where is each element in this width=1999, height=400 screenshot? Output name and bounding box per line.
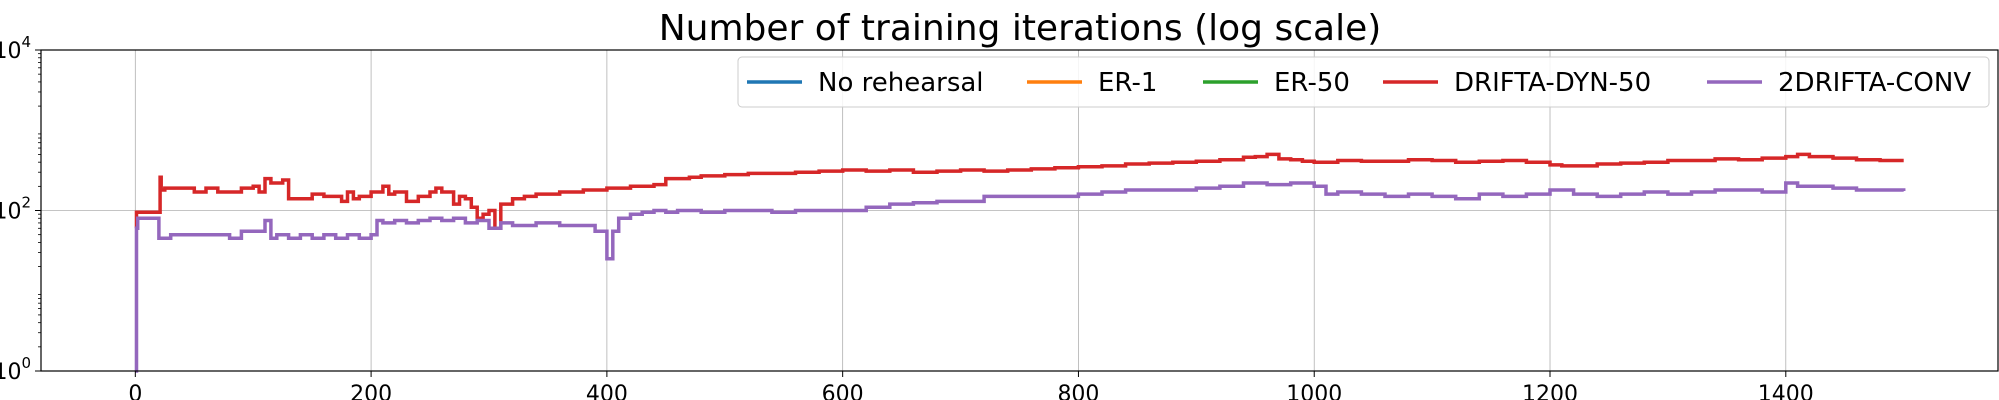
y-tick-label-exponent: 4	[21, 33, 31, 51]
x-tick-label: 400	[586, 382, 628, 400]
legend: No rehearsal ER-1 ER-50 DRIFTA-DYN-50 2DRIFT…	[737, 56, 1990, 108]
chart-title: Number of training iterations (log scale…	[659, 8, 1382, 49]
y-tick-label: 102	[0, 194, 31, 225]
series-line-drifta-dyn-50	[134, 152, 1904, 231]
x-tick-label: 1400	[1758, 382, 1814, 400]
x-tick-label: 0	[128, 382, 142, 400]
y-tick-label-base: 10	[0, 360, 21, 385]
series-line-2drifta-conv	[134, 181, 1906, 373]
x-tick-label: 800	[1057, 382, 1099, 400]
x-tick-label: 200	[350, 382, 392, 400]
y-tick-label-base: 10	[0, 200, 21, 225]
x-tick-label: 1200	[1522, 382, 1578, 400]
y-tick-label: 104	[0, 33, 31, 64]
legend-frame	[737, 56, 1990, 108]
x-axis-ticks: 0 200 400 600 800 1000 1200 1400	[128, 371, 1814, 400]
x-tick-label: 600	[822, 382, 864, 400]
legend-label: ER-1	[1098, 68, 1157, 98]
legend-label: 2DRIFTA-CONV	[1778, 68, 1971, 98]
legend-label: ER-50	[1274, 68, 1350, 98]
legend-label: DRIFTA-DYN-50	[1454, 68, 1651, 98]
y-tick-label-base: 10	[0, 39, 21, 64]
legend-label: No rehearsal	[818, 68, 984, 98]
y-tick-label: 100	[0, 354, 31, 385]
y-tick-label-exponent: 0	[21, 354, 31, 372]
plot-series	[134, 152, 1906, 373]
x-tick-label: 1000	[1286, 382, 1342, 400]
y-tick-label-exponent: 2	[21, 194, 31, 212]
